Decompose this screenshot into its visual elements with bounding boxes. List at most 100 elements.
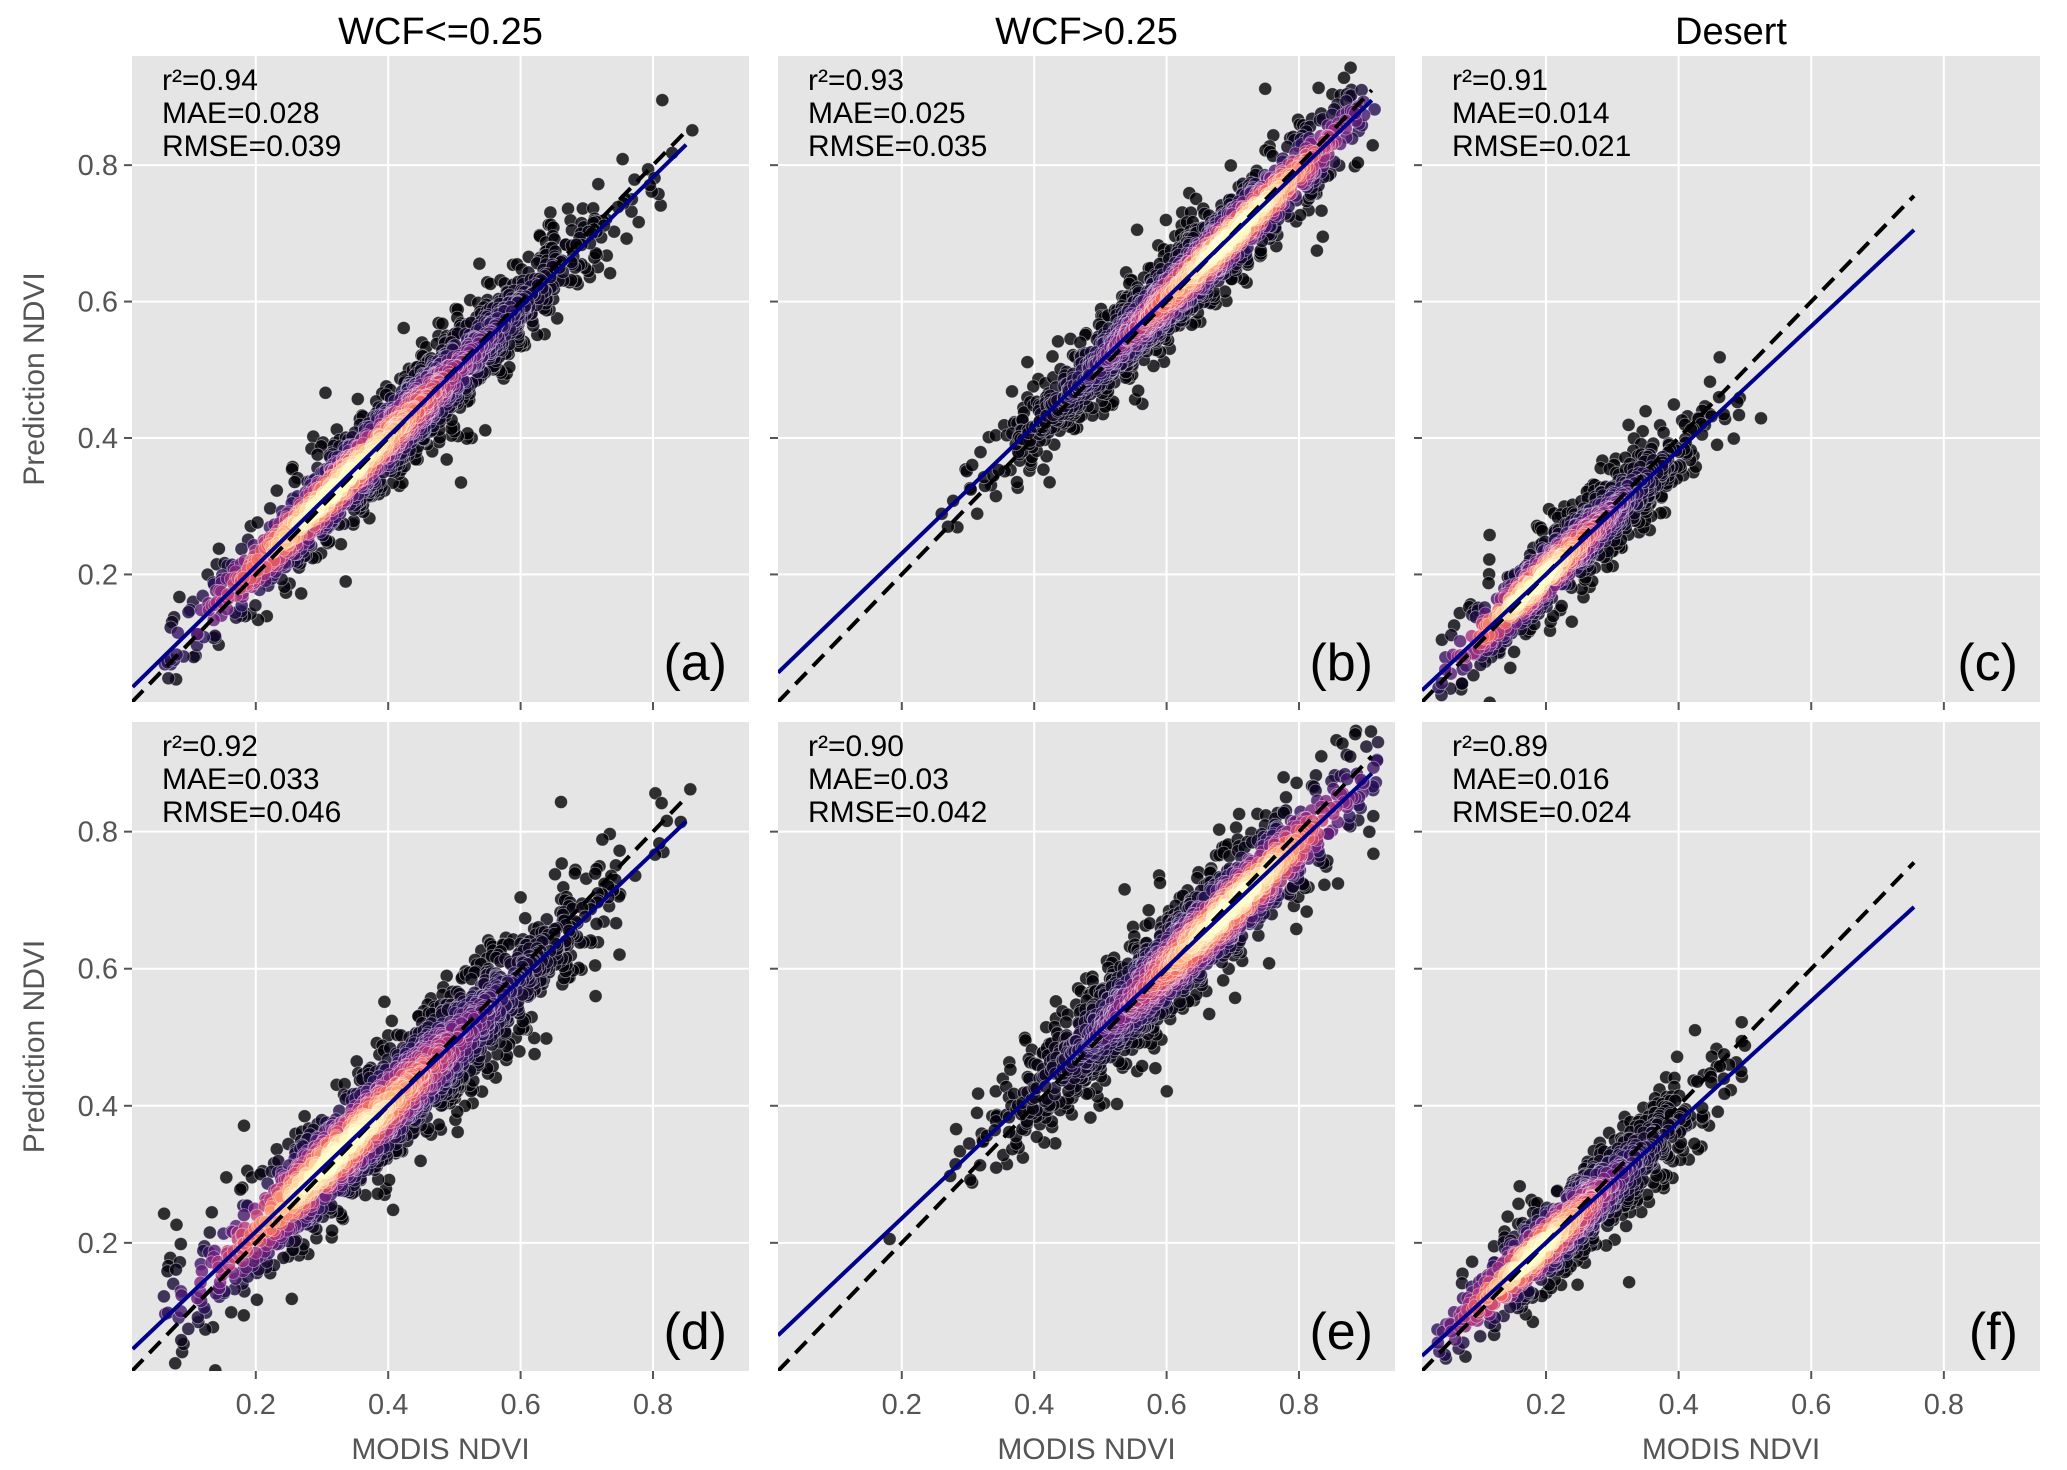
data-point — [236, 1308, 251, 1323]
y-tick-label: 0.6 — [78, 954, 118, 986]
stat-mae: MAE=0.028 — [162, 97, 320, 130]
data-point — [1258, 81, 1273, 96]
data-point — [310, 447, 325, 462]
data-point — [1310, 243, 1324, 258]
data-point — [294, 586, 309, 601]
column-title: WCF<=0.25 — [338, 11, 543, 53]
panel-label: (b) — [1309, 634, 1373, 692]
data-point — [653, 198, 668, 213]
data-point — [1703, 374, 1717, 389]
data-point — [224, 1305, 239, 1320]
data-point — [554, 795, 568, 809]
data-point — [181, 1322, 196, 1336]
data-point — [439, 452, 454, 467]
data-point — [1638, 404, 1653, 419]
data-point — [170, 625, 185, 640]
panel-label: (a) — [663, 634, 727, 692]
data-point — [527, 1047, 542, 1061]
data-point — [248, 598, 263, 613]
data-point — [588, 989, 603, 1003]
data-point — [269, 1142, 284, 1157]
panel-label: (c) — [1957, 634, 2018, 692]
data-point — [603, 266, 617, 281]
y-tick-label: 0.2 — [78, 1228, 118, 1260]
data-point — [168, 1356, 183, 1371]
data-point — [654, 796, 669, 810]
data-point — [237, 1118, 251, 1133]
data-point — [588, 866, 603, 881]
data-point — [989, 489, 1003, 504]
data-point — [1036, 462, 1051, 477]
data-point — [1042, 475, 1057, 490]
data-point — [386, 1203, 401, 1217]
data-point — [1712, 350, 1727, 365]
data-point — [169, 1217, 184, 1232]
stat-r2: r²=0.94 — [162, 64, 258, 97]
data-point — [612, 947, 627, 962]
data-point — [297, 1109, 312, 1124]
y-tick-label: 0.4 — [78, 423, 118, 455]
data-point — [202, 1225, 217, 1240]
data-point — [1482, 695, 1497, 702]
data-point — [1455, 676, 1469, 691]
panel-a: 0.20.40.60.8r²=0.94MAE=0.028RMSE=0.039(a… — [18, 11, 749, 710]
data-point — [1351, 155, 1365, 170]
data-point — [181, 605, 196, 619]
data-point — [384, 1014, 399, 1028]
data-point — [454, 475, 468, 490]
data-point — [1146, 359, 1161, 373]
data-point — [518, 911, 533, 926]
data-point — [263, 501, 278, 516]
data-point — [561, 201, 575, 216]
data-point — [1365, 138, 1380, 153]
stat-r2: r²=0.93 — [808, 64, 904, 97]
data-point — [234, 542, 249, 556]
data-point — [1482, 552, 1497, 567]
data-point — [204, 1205, 219, 1220]
data-point — [233, 1182, 248, 1197]
data-point — [1005, 384, 1019, 399]
data-point — [333, 537, 348, 552]
data-point — [1223, 158, 1238, 173]
regression-line — [132, 143, 688, 689]
x-tick-label: 0.2 — [236, 1389, 276, 1421]
data-point — [219, 1170, 234, 1185]
data-point — [269, 483, 284, 498]
data-point — [1051, 334, 1065, 349]
data-point — [1507, 645, 1521, 659]
stat-rmse: RMSE=0.021 — [1452, 130, 1631, 163]
data-point — [655, 93, 670, 107]
data-point — [631, 215, 646, 230]
y-tick-label: 0.2 — [78, 559, 118, 591]
data-point — [1710, 437, 1724, 452]
data-point — [1189, 191, 1203, 206]
data-point — [156, 1289, 171, 1304]
data-point — [589, 917, 604, 931]
data-point — [1732, 408, 1746, 422]
data-point — [1337, 70, 1351, 85]
data-point — [1315, 229, 1330, 244]
data-point — [513, 890, 528, 905]
data-point — [1311, 81, 1326, 95]
data-point — [349, 1054, 364, 1069]
data-point — [1564, 614, 1579, 629]
data-point — [208, 1363, 223, 1371]
data-point — [595, 832, 610, 847]
data-point — [946, 493, 961, 508]
data-point — [1367, 102, 1382, 117]
data-point — [172, 590, 187, 604]
data-point — [370, 1186, 385, 1201]
panel-d: 0.20.20.40.40.60.60.80.8r²=0.92MAE=0.033… — [18, 722, 749, 1466]
data-point — [1130, 222, 1144, 237]
y-tick-label: 0.6 — [78, 287, 118, 319]
data-point — [284, 1292, 299, 1306]
data-point — [250, 515, 265, 530]
data-point — [1453, 634, 1467, 649]
data-point — [1159, 213, 1173, 227]
data-point — [174, 1333, 189, 1347]
data-point — [287, 475, 302, 489]
data-point — [249, 1292, 264, 1307]
data-point — [1131, 383, 1146, 398]
